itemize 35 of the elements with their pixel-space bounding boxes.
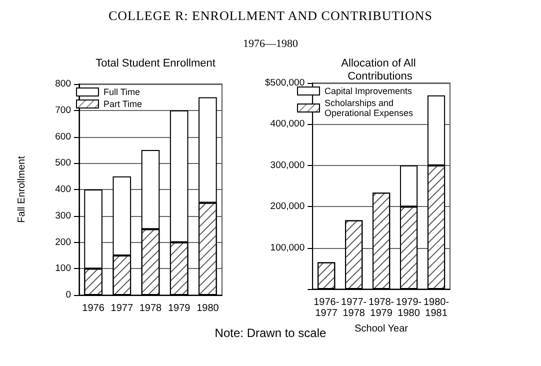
y-tick-label: 500 — [55, 158, 71, 169]
x-tick-label: 1980 — [196, 303, 220, 314]
x-axis-title: School Year — [354, 323, 409, 334]
legend-label: Capital Improvements — [324, 86, 413, 96]
x-tick-label: 1979-1980 — [396, 297, 422, 319]
x-tick-label: 1979 — [168, 303, 191, 314]
y-tick-label: $500,000 — [265, 78, 305, 88]
x-tick-label: 1976-1977 — [314, 297, 340, 319]
x-tick-label: 1977 — [110, 303, 134, 314]
y-tick-label: 200 — [55, 236, 71, 248]
x-tick-label: 1978 — [139, 303, 162, 314]
y-tick-label: 700 — [55, 104, 71, 116]
chart-title: Allocation of All Contributions — [341, 58, 419, 82]
x-tick-label: 1976 — [82, 303, 105, 314]
legend-label: Part Time — [104, 99, 142, 109]
y-tick-label: 100,000 — [270, 242, 305, 254]
y-tick-label: 800 — [55, 78, 71, 90]
y-tick-label: 200,000 — [270, 201, 305, 212]
y-tick-label: 400 — [55, 184, 71, 195]
text: COLLEGE R: ENROLLMENT AND CONTRIBUTIONS — [107, 8, 434, 24]
x-tick-label: 1978-1979 — [368, 297, 394, 319]
y-axis-title: Fall Enrollment — [16, 156, 28, 223]
x-tick-label: 1980-1981 — [423, 297, 450, 319]
y-tick-label: 300,000 — [270, 160, 305, 171]
y-tick-label: 0 — [66, 290, 71, 300]
y-tick-label: 600 — [55, 131, 71, 142]
x-tick-label: 1977-1978 — [341, 297, 367, 319]
y-tick-label: 300 — [55, 210, 71, 222]
y-tick-label: 400,000 — [270, 118, 305, 130]
legend-label: Full Time — [104, 87, 140, 97]
chart-title: Total Student Enrollment — [96, 58, 216, 70]
text: Note: Drawn to scale — [214, 326, 326, 340]
y-tick-label: 100 — [55, 263, 71, 274]
legend-label: Scholarships and Operational Expenses — [324, 98, 414, 118]
text: 1976—1980 — [242, 38, 299, 50]
